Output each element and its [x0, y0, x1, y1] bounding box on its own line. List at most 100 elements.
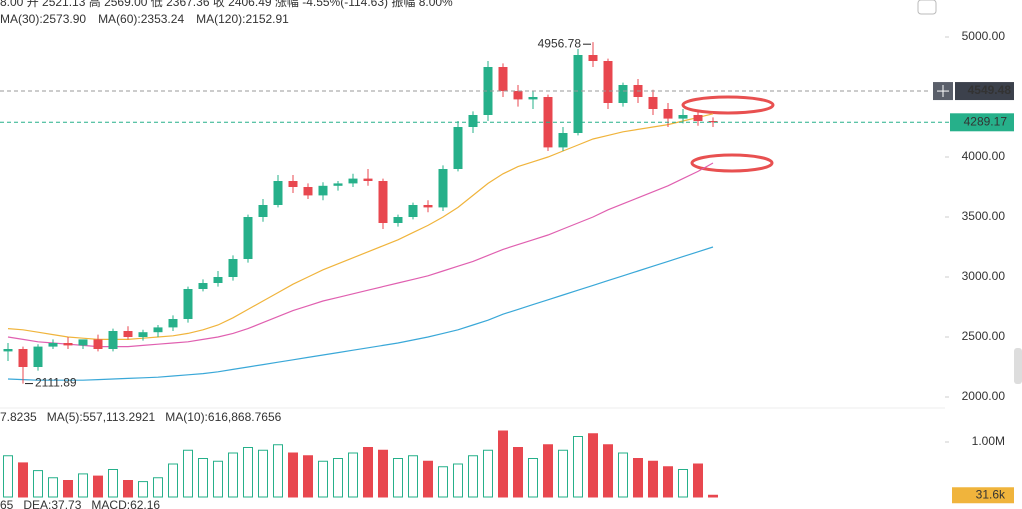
- volume-bar: [168, 463, 178, 498]
- volume-bar: [693, 463, 703, 498]
- volume-bar: [93, 475, 103, 498]
- volume-bar: [123, 480, 133, 498]
- candle-body: [468, 115, 478, 127]
- candle-body: [333, 183, 343, 186]
- candle-body: [18, 349, 28, 367]
- y-tick-label: 3500.00: [962, 209, 1006, 223]
- candle-body: [273, 181, 283, 205]
- highlight-ellipse: [681, 95, 775, 115]
- volume-bar: [348, 452, 358, 498]
- volume-bar: [603, 444, 613, 498]
- candle-body: [168, 319, 178, 328]
- volume-bar: [558, 449, 568, 498]
- candle-body: [123, 331, 133, 337]
- volume-bar: [108, 469, 118, 498]
- volume-bar: [453, 463, 463, 498]
- crosshair-tag: [955, 82, 1014, 101]
- candle-body: [3, 349, 13, 352]
- volume-legend: MA(10):616,868.7656: [165, 410, 281, 424]
- candle-body: [243, 217, 253, 259]
- candle-body: [513, 91, 523, 100]
- volume-bar: [438, 466, 448, 498]
- volume-bar: [48, 477, 58, 498]
- volume-bar: [243, 447, 253, 498]
- candle-body: [453, 127, 463, 169]
- volume-bar: [333, 458, 343, 498]
- candle-body: [63, 343, 73, 346]
- candle-body: [528, 97, 538, 100]
- volume-bar: [423, 460, 433, 498]
- candle-body: [663, 109, 673, 119]
- volume-bar: [303, 455, 313, 498]
- volume-bar: [33, 470, 43, 498]
- candle-body: [108, 331, 118, 349]
- macd-legend: DEA:37.73: [23, 498, 81, 509]
- crosshair-label: 4549.48: [968, 83, 1012, 97]
- macd-legend: 65: [0, 498, 14, 509]
- volume-bar: [3, 455, 13, 498]
- volume-bar: [588, 433, 598, 498]
- volume-bar: [78, 473, 88, 498]
- volume-bar: [153, 477, 163, 498]
- highlight-ellipse: [690, 153, 774, 173]
- volume-tag-label: 31.6k: [976, 487, 1006, 501]
- legend-entry: MA(30):2573.90: [0, 12, 86, 26]
- y-tick-label: 2000.00: [962, 389, 1006, 403]
- min-annotation: 2111.89: [35, 376, 77, 390]
- volume-bar: [573, 436, 583, 498]
- volume-tag: [952, 487, 1014, 504]
- ma-line: [7, 162, 714, 348]
- candle-body: [483, 67, 493, 115]
- volume-bar: [183, 449, 193, 498]
- candle-body: [558, 133, 568, 148]
- volume-bar: [708, 494, 718, 498]
- legend-entry: MA(120):2152.91: [196, 12, 289, 26]
- volume-bar: [513, 447, 523, 498]
- y-tick-label: 2500.00: [962, 329, 1006, 343]
- candle-body: [603, 61, 613, 103]
- candle-body: [678, 115, 688, 119]
- candle-body: [408, 205, 418, 217]
- volume-bar: [663, 466, 673, 498]
- volume-bar: [378, 449, 388, 498]
- ma-line: [7, 246, 714, 381]
- y-tick-label: 5000.00: [962, 29, 1006, 43]
- volume-bar: [318, 460, 328, 498]
- candle-body: [588, 55, 598, 61]
- volume-bar: [468, 455, 478, 498]
- candle-body: [138, 332, 148, 337]
- candle-body: [648, 97, 658, 109]
- candle-body: [363, 178, 373, 181]
- volume-bar: [213, 460, 223, 498]
- volume-bar: [528, 458, 538, 498]
- candle-body: [153, 327, 163, 333]
- volume-bar: [618, 452, 628, 498]
- volume-bar: [273, 444, 283, 498]
- scrollbar[interactable]: [1014, 348, 1022, 384]
- candle-body: [33, 346, 43, 367]
- candle-body: [693, 115, 703, 121]
- volume-bar: [543, 444, 553, 498]
- candle-body: [708, 121, 718, 123]
- volume-bar: [363, 447, 373, 498]
- y-tick-label: 4000.00: [962, 149, 1006, 163]
- candle-body: [438, 169, 448, 208]
- volume-bar: [288, 452, 298, 498]
- candle-body: [318, 185, 328, 196]
- candle-body: [393, 217, 403, 223]
- volume-bar: [258, 449, 268, 498]
- volume-bar: [198, 458, 208, 498]
- candle-body: [228, 259, 238, 277]
- ma-line: [7, 113, 714, 340]
- candle-body: [198, 283, 208, 289]
- candle-body: [303, 187, 313, 196]
- candle-body: [48, 343, 58, 347]
- settings-icon[interactable]: [917, 0, 937, 15]
- max-annotation: 4956.78: [538, 36, 582, 50]
- info-line: 8.00 开 2521.13 高 2569.00 低 2367.36 收 240…: [0, 0, 453, 9]
- candle-body: [348, 178, 358, 184]
- volume-bar: [18, 462, 28, 498]
- volume-legend: MA(5):557,113.2921: [47, 410, 156, 424]
